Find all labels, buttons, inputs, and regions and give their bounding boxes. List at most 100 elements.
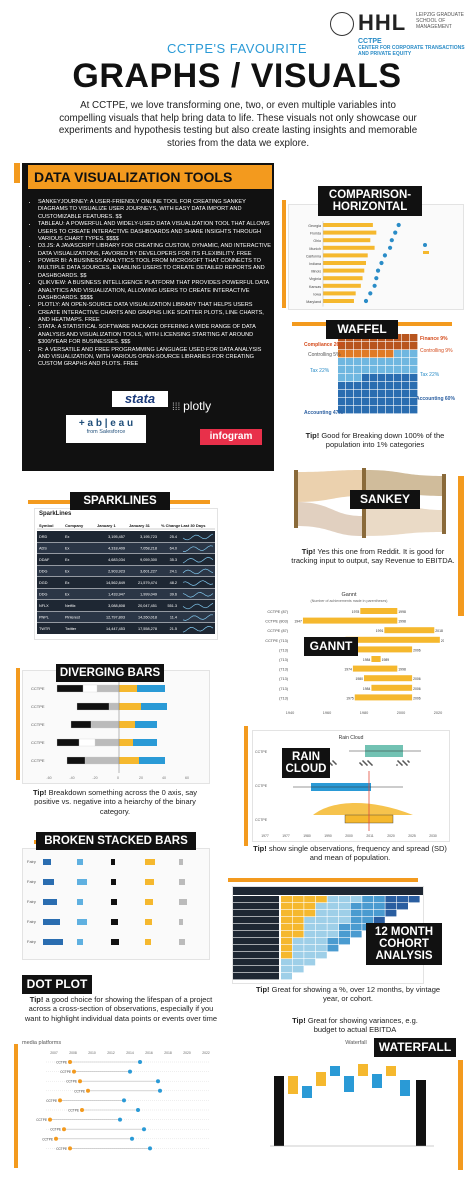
waffle-cell	[410, 350, 418, 358]
cohort-chart	[232, 886, 424, 984]
observation-dot	[335, 763, 337, 765]
cohort-cell	[281, 938, 292, 945]
category-label: (713)	[279, 658, 289, 662]
waffle-annot: Controlling 9%	[420, 348, 453, 354]
row-label-cell	[233, 959, 279, 966]
category-label: CCTPE (713)	[265, 639, 289, 643]
plotly-text: plotly	[183, 399, 212, 413]
category-label: California	[306, 254, 321, 258]
broken-svg: Fairy Fairy Fairy Fairy Fairy	[27, 859, 187, 945]
cohort-cell	[315, 896, 327, 903]
waffle-cell	[354, 398, 362, 406]
waterfall-label: WATERFALL	[374, 1038, 456, 1057]
chart-title: Rain Cloud	[339, 735, 364, 741]
waffle-cell	[362, 398, 370, 406]
bar-segment	[111, 939, 119, 945]
page-title: GRAPHS / VISUALS	[72, 57, 402, 95]
bar-segment	[133, 739, 157, 746]
tick-label: 2030	[429, 834, 437, 838]
cohort-cell	[327, 896, 339, 903]
diverging-tip: Tip! Breakdown something across the 0 ax…	[22, 788, 208, 816]
cohort-cell	[292, 966, 304, 973]
sparkline	[182, 626, 214, 633]
cohort-cell	[281, 945, 292, 952]
waffle-cell	[354, 390, 362, 398]
table-cell: 21.5	[170, 627, 177, 631]
cohort-cell	[350, 931, 362, 938]
dot	[372, 283, 377, 288]
category-label: CCTPE	[60, 1070, 71, 1074]
gantt-bar	[360, 608, 398, 614]
category-label: CCTPE	[46, 1099, 57, 1103]
cohort-cell	[304, 938, 316, 945]
tool-item: R: A VERSATILE AND FREE PROGRAMMING LANG…	[38, 347, 272, 369]
observation-dot	[370, 763, 372, 765]
bar-segment	[90, 720, 120, 729]
waffle-cell	[338, 374, 346, 382]
table-cell: 48.2	[170, 581, 177, 585]
sparkline	[182, 602, 214, 610]
dot	[396, 222, 401, 228]
waffle-cell	[362, 406, 370, 414]
observation-dot	[333, 761, 335, 763]
observation-dot	[369, 762, 371, 764]
sparklines-table-panel: SparkLines Symbol Company January 1 January…	[34, 508, 218, 640]
step-bar	[316, 1072, 326, 1086]
waffle-cell	[394, 406, 402, 414]
tick-label: 2007	[50, 1051, 58, 1055]
center-name: CCTPE	[358, 38, 382, 45]
tick-label: 2000	[397, 711, 405, 715]
raincloud-label: RAIN CLOUD	[282, 748, 330, 779]
row-label-cell	[233, 931, 279, 938]
bar-segment	[111, 859, 115, 865]
step-bar	[330, 1066, 340, 1076]
cohort-cell	[397, 896, 408, 903]
start-dot	[80, 1108, 84, 1112]
spark-svg: Symbol Company January 1 January 31 % Change…	[37, 523, 215, 634]
dot	[375, 268, 381, 273]
row-label-cell	[233, 917, 279, 924]
sparkline	[182, 568, 214, 575]
end-dot	[128, 1069, 132, 1074]
waffle-cell	[346, 358, 354, 366]
waffle-cell	[402, 358, 410, 366]
observation-dot	[363, 761, 365, 763]
table-row	[37, 623, 215, 634]
tip-label: Tip!	[29, 995, 44, 1004]
tableau-text: + a b | e a u	[78, 418, 134, 429]
cohort-cell	[315, 924, 327, 931]
table-cell: 11.4	[170, 616, 177, 620]
observation-dot	[404, 762, 406, 764]
tick-label: 2025	[408, 834, 416, 838]
waffle-cell	[362, 342, 370, 350]
start-dot	[86, 1088, 90, 1093]
bar-segment	[179, 919, 183, 925]
bar-segment	[153, 685, 165, 692]
waffle-cell	[346, 382, 354, 390]
cohort-cell	[315, 938, 327, 945]
dot	[387, 245, 393, 250]
observation-dot	[371, 764, 373, 766]
bar-start-label: 1991	[376, 629, 384, 633]
bar	[323, 283, 361, 288]
cohort-label: 12 MONTH COHORT ANALYSIS	[366, 923, 442, 966]
gannt-svg: Gannt(Number of achievements made in par…	[265, 592, 448, 715]
waffle-cell	[370, 350, 378, 358]
tick-label: 2018	[164, 1051, 172, 1055]
intro-text: At CCTPE, we love transforming one, two,…	[58, 100, 418, 150]
tool-item: STATA: A STATISTICAL SOFTWARE PACKAGE OF…	[38, 324, 272, 346]
row-label-cell	[233, 945, 279, 952]
end-dot	[142, 1127, 146, 1132]
bar-end-label: 2006	[413, 687, 421, 691]
cohort-cell	[397, 903, 408, 910]
waffle-cell	[354, 358, 362, 366]
category-label: CCTPE	[66, 1080, 77, 1084]
cohort-cell	[281, 896, 292, 903]
step-bar	[400, 1080, 410, 1096]
end-dot	[158, 1088, 162, 1093]
raincloud-chart: Rain Cloud 1977 1977 1980 1990 2000 2011 2020 20…	[252, 730, 450, 842]
bar-segment	[111, 919, 118, 925]
tools-panel: DATA VISUALIZATION TOOLS SANKEYJOURNEY: …	[22, 163, 274, 471]
waffle-cell	[370, 398, 378, 406]
waffle-cell	[394, 358, 402, 366]
